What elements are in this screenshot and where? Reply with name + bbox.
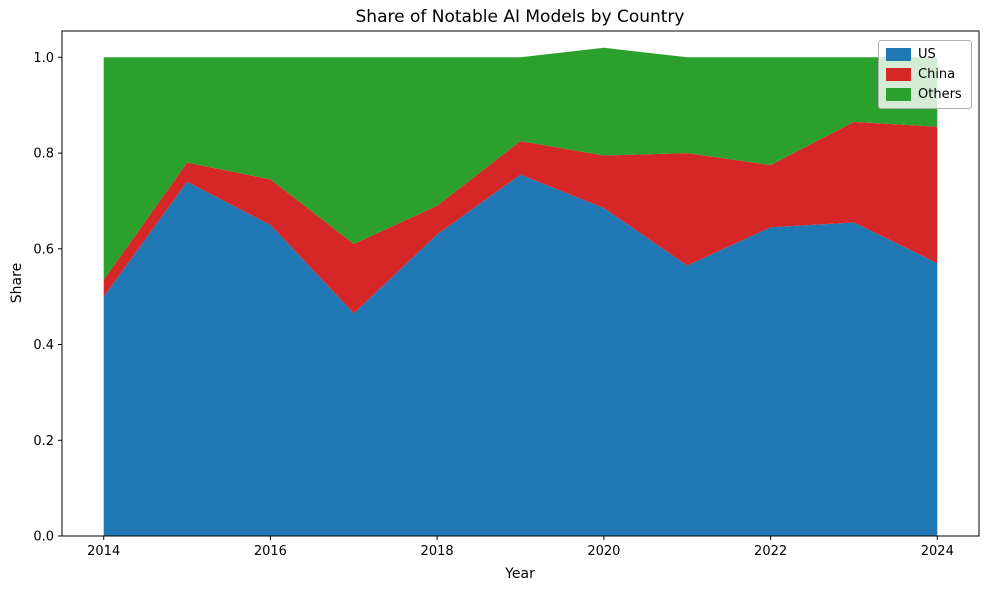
x-tick-label: 2018 (421, 544, 454, 559)
legend: US China Others (878, 40, 972, 109)
y-axis-label: Share (9, 262, 25, 304)
x-tick-label: 2020 (587, 544, 620, 559)
y-tick-label: 0.8 (33, 147, 54, 162)
y-tick-label: 0.2 (33, 434, 54, 449)
legend-label-china: China (918, 67, 956, 82)
x-tick-label: 2022 (754, 544, 787, 559)
legend-item-others: Others (886, 87, 963, 102)
legend-label-others: Others (918, 87, 962, 102)
others-legend-swatch (886, 88, 911, 101)
us-area (103, 174, 938, 536)
others-area (103, 47, 938, 280)
x-axis-label: Year (505, 566, 535, 582)
x-tick-label: 2016 (254, 544, 287, 559)
y-tick-label: 0.6 (33, 242, 54, 257)
x-tick-label: 2024 (921, 544, 954, 559)
chart-title: Share of Notable AI Models by Country (355, 7, 685, 27)
axes-frame (61, 30, 980, 537)
china-area (103, 121, 938, 314)
china-legend-swatch (886, 68, 911, 81)
y-tick-label: 1.0 (33, 51, 54, 66)
x-tick-label: 2014 (87, 544, 120, 559)
us-legend-swatch (886, 48, 911, 61)
legend-item-us: US (886, 47, 963, 62)
legend-item-china: China (886, 67, 963, 82)
legend-label-us: US (918, 47, 936, 62)
y-tick-label: 0.4 (33, 338, 54, 353)
y-tick-label: 0.0 (33, 530, 54, 545)
